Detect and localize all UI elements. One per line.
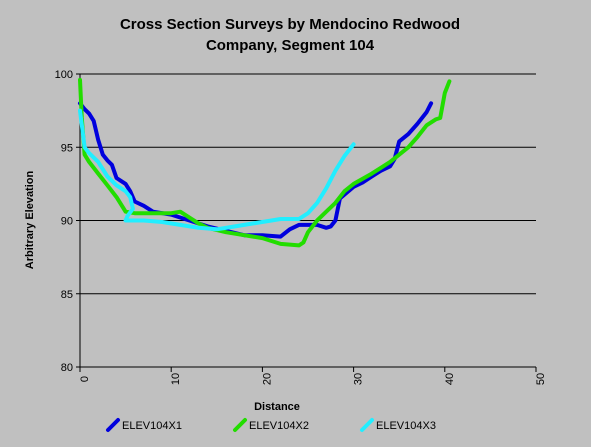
x-tick-label-10: 10 [170, 373, 182, 385]
legend-label-elev104x3: ELEV104X3 [376, 420, 436, 432]
y-tick-label-85: 85 [61, 289, 73, 301]
x-tick-label-30: 30 [353, 373, 365, 385]
legend-swatch-elev104x3 [360, 418, 374, 432]
y-tick-label-100: 100 [55, 69, 73, 81]
x-tick-label-0: 0 [79, 376, 91, 382]
x-tick-label-40: 40 [444, 373, 456, 385]
series-line-elev104x2 [78, 77, 452, 248]
chart-title-line-2: Company, Segment 104 [206, 37, 375, 54]
legend: ELEV104X1 ELEV104X2 ELEV104X3 [106, 418, 436, 432]
y-axis-label: Arbitrary Elevation [24, 171, 36, 270]
legend-swatch-elev104x2 [233, 418, 247, 432]
series-line-elev104x3 [78, 108, 356, 232]
legend-swatch-elev104x1 [106, 418, 120, 432]
legend-label-elev104x1: ELEV104X1 [122, 420, 182, 432]
chart-title-line-1: Cross Section Surveys by Mendocino Redwo… [120, 16, 460, 33]
x-tick-label-50: 50 [535, 373, 547, 385]
series-layer [78, 77, 452, 248]
y-tick-label-95: 95 [61, 142, 73, 154]
y-tick-label-80: 80 [61, 362, 73, 374]
x-axis-label: Distance [254, 401, 300, 413]
x-tick-label-20: 20 [261, 373, 273, 385]
y-tick-label-90: 90 [61, 216, 73, 228]
axes: 80 85 90 95 100 0 10 20 30 40 50 [55, 69, 547, 385]
legend-label-elev104x2: ELEV104X2 [249, 420, 309, 432]
